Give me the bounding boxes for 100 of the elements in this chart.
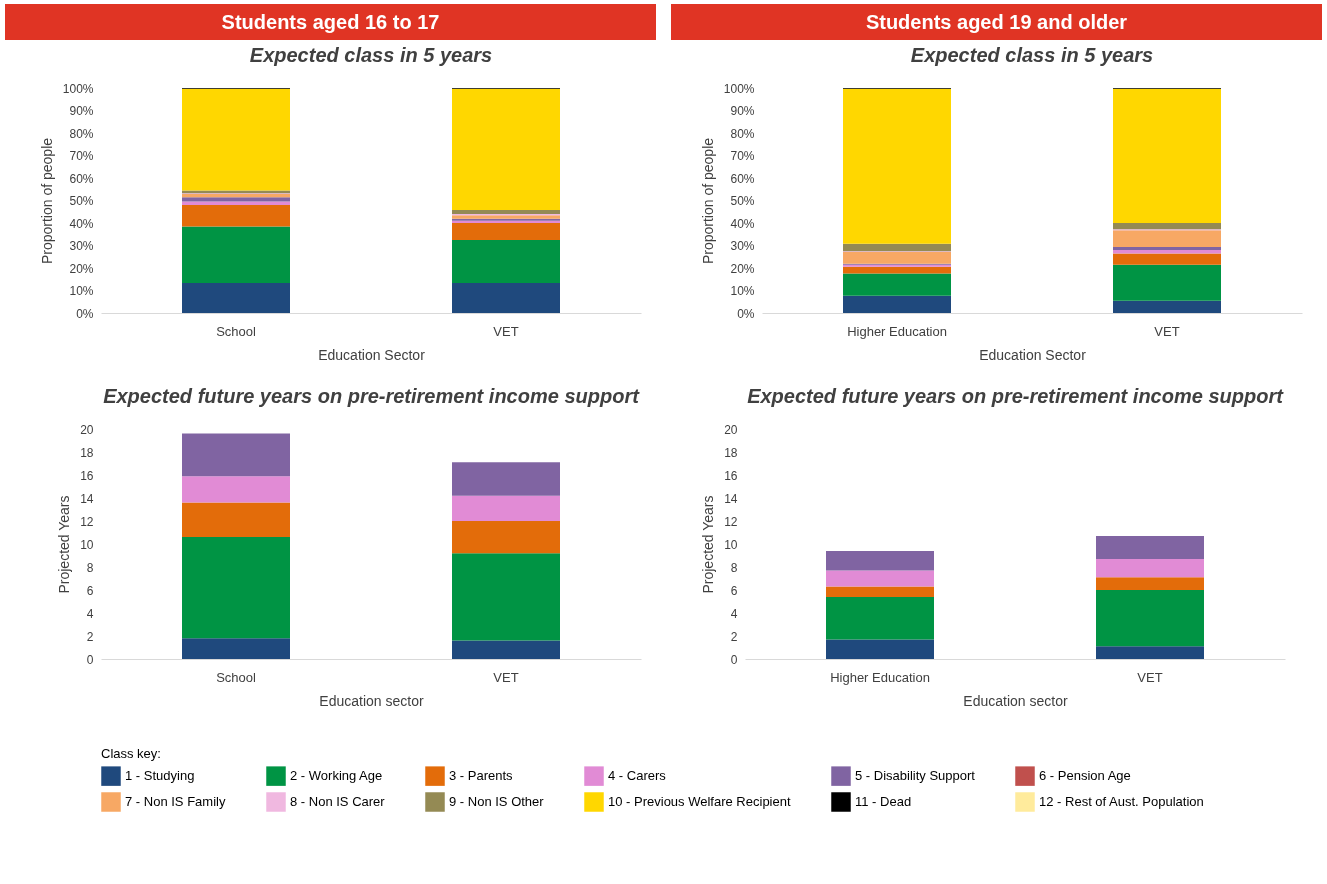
- y-tick-label: 20: [80, 422, 94, 437]
- legend-title: Class key:: [101, 746, 161, 761]
- legend-label: 6 - Pension Age: [1039, 768, 1131, 784]
- bar: [1096, 535, 1204, 559]
- y-axis-title: Projected Years: [56, 495, 73, 594]
- bar: [1113, 264, 1221, 301]
- chart-subtitle: Students aged 19 and older: [671, 4, 1322, 40]
- y-tick-label: 2: [86, 629, 94, 644]
- x-axis-title: Education Sector: [318, 346, 426, 363]
- chart-title: Expected future years on pre-retirement income support: [747, 385, 1285, 407]
- x-axis-title: Education sector: [319, 692, 424, 709]
- y-tick-label: 8: [730, 560, 738, 575]
- y-tick-label: 8: [86, 560, 94, 575]
- y-tick-label: 80%: [730, 126, 755, 141]
- bar: [452, 240, 560, 284]
- bar: [452, 462, 560, 496]
- y-tick-label: 30%: [69, 239, 94, 253]
- bar: [826, 570, 934, 587]
- y-tick-label: 6: [730, 583, 738, 598]
- y-tick-label: 18: [724, 445, 738, 460]
- x-tick-label: VET: [1154, 323, 1180, 339]
- y-tick-label: 12: [80, 514, 94, 529]
- legend-label: 8 - Non IS Carer: [290, 794, 386, 809]
- y-tick-label: 60%: [69, 171, 94, 186]
- legend-label: 12 - Rest of Aust. Population: [1039, 794, 1204, 809]
- x-tick-label: Higher Education: [847, 323, 947, 339]
- bar: [1113, 253, 1221, 265]
- legend-label: 7 - Non IS Family: [125, 794, 226, 809]
- legend-label: 4 - Carers: [608, 768, 667, 784]
- bar: [452, 553, 560, 641]
- bar: [826, 586, 934, 597]
- legend-label: 9 - Non IS Other: [449, 794, 545, 809]
- bar: [182, 197, 290, 202]
- bar: [1113, 250, 1221, 254]
- chart-title: Expected class in 5 years: [910, 44, 1154, 66]
- y-tick-label: 20: [724, 422, 738, 437]
- legend-label: 2 - Working Age: [290, 768, 383, 784]
- bar: [1113, 230, 1221, 248]
- bar: [182, 476, 290, 503]
- x-tick-label: School: [216, 323, 256, 339]
- bar: [182, 502, 290, 538]
- bar: [843, 88, 951, 244]
- y-tick-label: 50%: [69, 194, 94, 208]
- bar: [452, 283, 560, 313]
- y-tick-label: 20%: [69, 261, 94, 276]
- y-tick-label: 12: [724, 514, 738, 529]
- bar: [182, 433, 290, 477]
- y-tick-label: 14: [80, 491, 94, 506]
- y-tick-label: 10%: [730, 284, 755, 298]
- bar: [182, 88, 290, 191]
- legend-label: 10 - Previous Welfare Recipient: [608, 794, 791, 809]
- legend-label: 1 - Studying: [125, 768, 195, 784]
- y-tick-label: 40%: [69, 216, 94, 231]
- y-tick-label: 90%: [730, 104, 755, 118]
- y-tick-label: 100%: [62, 81, 94, 96]
- bar: [843, 252, 951, 264]
- bar: [182, 638, 290, 659]
- bar: [182, 537, 290, 639]
- bar: [1113, 300, 1221, 313]
- y-tick-label: 0%: [76, 306, 94, 321]
- y-tick-label: 30%: [730, 239, 755, 253]
- bar: [1096, 590, 1204, 647]
- bar: [1096, 646, 1204, 659]
- legend-label: 5 - Disability Support: [855, 768, 976, 784]
- bar: [182, 205, 290, 227]
- y-tick-label: 4: [730, 606, 738, 621]
- bar: [452, 209, 560, 214]
- bar: [1113, 88, 1221, 223]
- bar: [452, 88, 560, 210]
- bar: [182, 201, 290, 205]
- y-tick-label: 10%: [69, 284, 94, 298]
- bar: [1113, 247, 1221, 250]
- y-tick-label: 16: [80, 468, 94, 483]
- bar: [452, 495, 560, 521]
- y-tick-label: 0: [730, 652, 738, 667]
- x-tick-label: VET: [493, 669, 519, 685]
- x-tick-label: Higher Education: [830, 669, 930, 685]
- y-tick-label: 60%: [730, 171, 755, 186]
- y-tick-label: 6: [86, 583, 94, 598]
- bar: [826, 639, 934, 659]
- bar: [452, 640, 560, 659]
- y-axis-title: Projected Years: [700, 495, 717, 594]
- bar: [1096, 577, 1204, 590]
- y-tick-label: 70%: [730, 149, 755, 163]
- bar: [843, 273, 951, 296]
- x-tick-label: VET: [1137, 669, 1163, 685]
- legend-label: 11 - Dead: [855, 794, 912, 809]
- y-tick-label: 4: [86, 606, 94, 621]
- y-tick-label: 0%: [737, 306, 755, 321]
- legend-label: 3 - Parents: [449, 768, 514, 784]
- bar: [182, 283, 290, 313]
- bar: [843, 243, 951, 252]
- chart-title: Expected class in 5 years: [249, 44, 493, 66]
- chart-subtitle: Students aged 16 to 17: [5, 4, 656, 40]
- y-tick-label: 20%: [730, 261, 755, 276]
- x-axis-title: Education sector: [963, 692, 1068, 709]
- y-tick-label: 70%: [69, 149, 94, 163]
- x-axis-title: Education Sector: [979, 346, 1087, 363]
- bar: [843, 295, 951, 313]
- y-tick-label: 16: [724, 468, 738, 483]
